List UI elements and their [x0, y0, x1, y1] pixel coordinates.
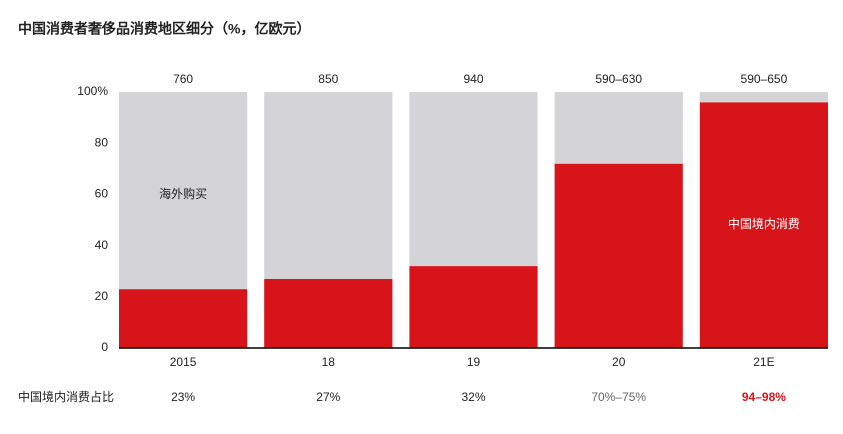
- share-label: 27%: [316, 390, 340, 404]
- series-label: 中国境内消费: [728, 216, 800, 231]
- x-tick-label: 18: [322, 355, 336, 369]
- chart-title: 中国消费者奢侈品消费地区细分（%，亿欧元）: [18, 21, 310, 37]
- bar-segment: [699, 92, 828, 103]
- y-tick-label: 40: [95, 238, 109, 252]
- bar-segment: [119, 289, 248, 348]
- x-tick-label: 19: [467, 355, 481, 369]
- total-label: 590–630: [595, 72, 642, 86]
- series-label: 海外购买: [159, 186, 207, 201]
- total-label: 590–650: [741, 72, 788, 86]
- bar-segment: [264, 278, 393, 348]
- y-tick-label: 80: [95, 135, 109, 149]
- share-label: 32%: [461, 390, 485, 404]
- share-row-label: 中国境内消费占比: [18, 389, 114, 404]
- x-tick-label: 21E: [753, 355, 774, 369]
- share-label: 23%: [171, 390, 195, 404]
- total-label: 940: [463, 72, 483, 86]
- bar-segment: [554, 92, 683, 164]
- share-label: 70%–75%: [591, 390, 646, 404]
- bar-segment: [119, 92, 248, 290]
- bar-segment: [554, 163, 683, 348]
- bar-segment: [409, 92, 538, 267]
- share-label: 94–98%: [742, 390, 786, 404]
- y-tick-label: 0: [101, 340, 108, 354]
- total-label: 760: [173, 72, 193, 86]
- x-tick-label: 20: [612, 355, 626, 369]
- x-tick-label: 2015: [170, 355, 197, 369]
- y-tick-label: 20: [95, 289, 109, 303]
- total-label: 850: [318, 72, 338, 86]
- bar-segment: [409, 266, 538, 348]
- bar-segment: [264, 92, 393, 279]
- bar-segment: [699, 102, 828, 349]
- y-tick-label: 60: [95, 187, 109, 201]
- y-tick-label: 100%: [77, 84, 108, 98]
